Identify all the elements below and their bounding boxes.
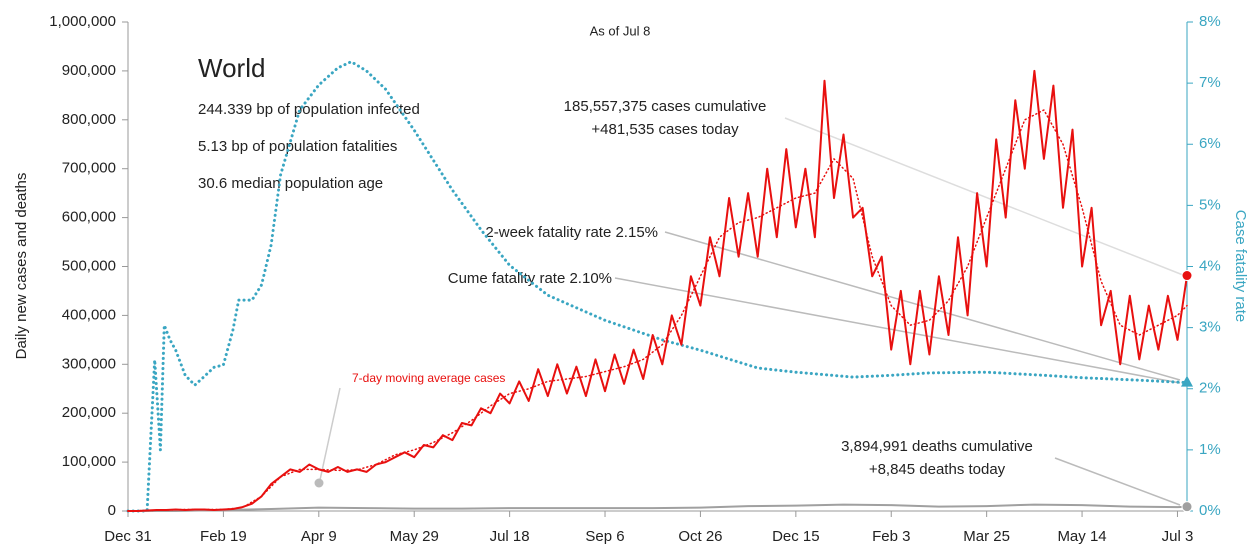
y2-tick-label: 7% (1199, 74, 1221, 91)
x-tick-label: Mar 25 (963, 528, 1010, 545)
y-tick-label: 100,000 (62, 453, 116, 470)
y-tick-label: 600,000 (62, 209, 116, 226)
leader-line (1054, 457, 1181, 506)
leader-lines (319, 117, 1184, 506)
y-tick-label: 1,000,000 (49, 13, 116, 30)
annotation-dot (314, 478, 324, 488)
y-tick-label: 300,000 (62, 355, 116, 372)
y-axis-title: Daily new cases and deaths (13, 173, 30, 360)
y-tick-label: 0 (108, 502, 116, 519)
y2-tick-label: 2% (1199, 380, 1221, 397)
y2-tick-label: 4% (1199, 257, 1221, 274)
y2-tick-label: 5% (1199, 196, 1221, 213)
annotation: 7-day moving average cases (352, 371, 505, 385)
y2-tick-label: 8% (1199, 13, 1221, 30)
series-line (126, 60, 1189, 513)
annotation: +481,535 cases today (591, 121, 739, 138)
leader-line (784, 117, 1184, 276)
annotation: +8,845 deaths today (869, 461, 1006, 478)
annotation: 244.339 bp of population infected (198, 101, 420, 118)
end-marker (1181, 375, 1193, 387)
y2-axis-title: Case fatality rate (1232, 210, 1249, 323)
y-tick-label: 700,000 (62, 160, 116, 177)
x-tick-label: Sep 6 (585, 528, 624, 545)
x-tick-label: Feb 3 (872, 528, 910, 545)
x-tick-label: Dec 31 (104, 528, 152, 545)
x-tick-label: Feb 19 (200, 528, 247, 545)
annotation: 5.13 bp of population fatalities (198, 138, 397, 155)
x-tick-label: Jul 18 (490, 528, 530, 545)
series-line (127, 109, 1188, 512)
x-tick-label: May 29 (390, 528, 439, 545)
x-tick-label: May 14 (1057, 528, 1106, 545)
region: World (198, 53, 265, 83)
annotation: 185,557,375 cases cumulative (564, 98, 767, 115)
subtitle: As of Jul 8 (590, 23, 651, 38)
y-tick-label: 200,000 (62, 404, 116, 421)
y-tick-label: 800,000 (62, 111, 116, 128)
annotation: Cume fatality rate 2.10% (448, 270, 612, 287)
leader-line (319, 387, 341, 481)
end-marker (1181, 270, 1193, 282)
x-tick-label: Apr 9 (301, 528, 337, 545)
y2-tick-label: 0% (1199, 502, 1221, 519)
x-tick-label: Jul 3 (1162, 528, 1194, 545)
y2-tick-label: 1% (1199, 441, 1221, 458)
series-line (127, 69, 1188, 512)
y-tick-label: 900,000 (62, 62, 116, 79)
annotation: 2-week fatality rate 2.15% (485, 224, 658, 241)
y-tick-label: 400,000 (62, 306, 116, 323)
y2-tick-label: 3% (1199, 319, 1221, 336)
x-tick-label: Dec 15 (772, 528, 820, 545)
end-marker (1181, 501, 1193, 513)
leader-line (614, 277, 1181, 384)
annotation: 30.6 median population age (198, 175, 383, 192)
y2-tick-label: 6% (1199, 135, 1221, 152)
series-line (127, 503, 1188, 512)
x-tick-label: Oct 26 (678, 528, 722, 545)
annotation: 3,894,991 deaths cumulative (841, 438, 1033, 455)
y-tick-label: 500,000 (62, 257, 116, 274)
